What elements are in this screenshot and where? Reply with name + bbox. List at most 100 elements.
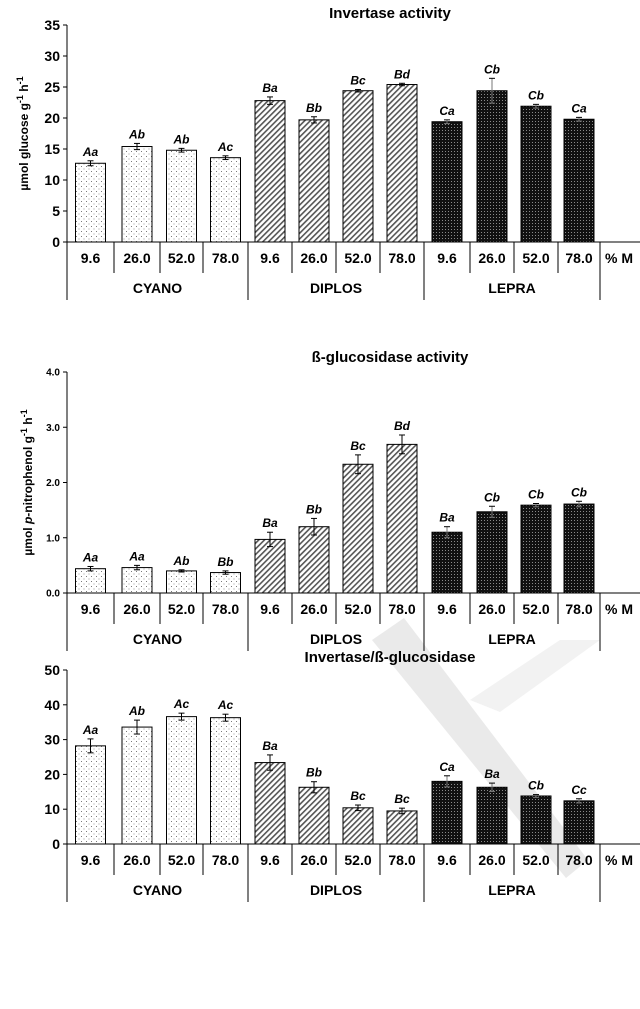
bar-cyano — [166, 570, 197, 594]
chart-invertase-activity: Invertase activity 0 5 10 15 20 25 30 35 µmol glu… — [15, 5, 640, 300]
x-group-label: LEPRA — [488, 882, 535, 898]
x-unit-label: % M — [605, 601, 633, 617]
significance-letter: Ac — [217, 698, 234, 712]
x-unit-label: % M — [605, 250, 633, 266]
bar-lepra — [476, 90, 508, 243]
x-category-label: 9.6 — [260, 601, 280, 617]
significance-letter: Aa — [128, 549, 145, 563]
y-tick-label: 10 — [44, 801, 60, 817]
y-tick-label: 10 — [44, 172, 60, 188]
significance-letter: Bb — [306, 766, 322, 780]
x-group-label: DIPLOS — [310, 280, 362, 296]
bar-cyano — [75, 162, 106, 243]
bar-diplos — [298, 119, 330, 243]
bar-lepra — [431, 780, 463, 845]
bar-lepra — [476, 511, 508, 594]
bar-lepra — [563, 800, 595, 845]
x-category-label: 26.0 — [478, 250, 505, 266]
x-category-label: 26.0 — [300, 852, 327, 868]
x-category-label: 78.0 — [565, 601, 592, 617]
significance-letter: Ab — [173, 554, 190, 568]
y-tick-label: 40 — [44, 697, 60, 713]
bar-lepra — [520, 795, 552, 845]
x-group-label: CYANO — [133, 631, 182, 647]
x-category-label: 78.0 — [388, 250, 415, 266]
bar-lepra — [431, 121, 463, 243]
x-category-label: 9.6 — [437, 852, 457, 868]
x-category-label: 26.0 — [478, 601, 505, 617]
bar-cyano — [121, 567, 153, 594]
x-category-label: 9.6 — [260, 852, 280, 868]
y-tick-label: 4.0 — [46, 368, 60, 379]
x-category-label: 52.0 — [168, 250, 195, 266]
y-tick-label: 50 — [44, 662, 60, 678]
x-group-label: DIPLOS — [310, 882, 362, 898]
bar-diplos — [298, 786, 330, 845]
y-tick-label: 30 — [44, 48, 60, 64]
y-tick-label: 15 — [44, 141, 60, 157]
x-category-label: 52.0 — [344, 852, 371, 868]
x-category-label: 52.0 — [522, 601, 549, 617]
x-category-label: 52.0 — [522, 852, 549, 868]
bar-diplos — [254, 538, 286, 594]
y-tick-label: 30 — [44, 732, 60, 748]
significance-letter: Cb — [571, 485, 587, 499]
significance-letter: Cb — [484, 490, 500, 504]
significance-letter: Bb — [218, 555, 234, 569]
x-category-label: 78.0 — [212, 852, 239, 868]
bar-lepra — [563, 503, 595, 594]
bar-diplos — [342, 807, 374, 845]
significance-letter: Cb — [484, 62, 500, 76]
significance-letter: Bd — [394, 419, 411, 433]
y-tick-label: 5 — [52, 203, 60, 219]
significance-letter: Bc — [350, 439, 366, 453]
bar-cyano — [210, 157, 241, 243]
x-group-label: LEPRA — [488, 631, 535, 647]
y-tick-label: 35 — [44, 17, 60, 33]
significance-letter: Bc — [350, 73, 366, 87]
bar-cyano — [75, 745, 106, 845]
significance-letter: Ba — [484, 767, 500, 781]
bar-diplos — [342, 463, 374, 594]
bar-cyano — [166, 716, 197, 845]
bar-cyano — [210, 572, 241, 594]
bar-diplos — [298, 526, 330, 594]
bar-diplos — [254, 100, 286, 243]
x-category-label: 78.0 — [212, 601, 239, 617]
significance-letter: Bc — [350, 789, 366, 803]
chart-glucosidase-activity: ß-glucosidase activity 0.0 1.0 2.0 3.0 4.0 µmo… — [19, 349, 640, 651]
y-tick-label: 0 — [52, 234, 60, 250]
y-tick-label: 20 — [44, 110, 60, 126]
x-group-label: CYANO — [133, 882, 182, 898]
x-category-label: 52.0 — [168, 601, 195, 617]
bar-diplos — [254, 762, 286, 845]
significance-letter: Aa — [82, 145, 99, 159]
bar-cyano — [166, 149, 197, 243]
bar-cyano — [75, 568, 106, 594]
x-category-label: 26.0 — [123, 852, 150, 868]
significance-letter: Ac — [217, 140, 234, 154]
significance-letter: Cc — [571, 783, 587, 797]
significance-letter: Bc — [394, 792, 410, 806]
y-tick-label: 1.0 — [46, 533, 60, 544]
bar-cyano — [121, 146, 153, 243]
x-category-label: 9.6 — [81, 601, 101, 617]
x-category-label: 26.0 — [123, 601, 150, 617]
x-category-label: 52.0 — [344, 601, 371, 617]
x-category-label: 9.6 — [81, 852, 101, 868]
significance-letter: Bb — [306, 502, 322, 516]
x-unit-label: % M — [605, 852, 633, 868]
significance-letter: Ac — [173, 697, 190, 711]
significance-letter: Ba — [262, 516, 278, 530]
bar-diplos — [386, 84, 418, 243]
y-tick-label: 2.0 — [46, 478, 60, 489]
x-category-label: 26.0 — [300, 250, 327, 266]
x-category-label: 78.0 — [212, 250, 239, 266]
y-tick-label: 3.0 — [46, 423, 60, 434]
x-category-label: 9.6 — [437, 250, 457, 266]
significance-letter: Bb — [306, 101, 322, 115]
significance-letter: Bd — [394, 67, 411, 81]
chart-title: ß-glucosidase activity — [312, 349, 469, 366]
x-category-label: 78.0 — [565, 250, 592, 266]
